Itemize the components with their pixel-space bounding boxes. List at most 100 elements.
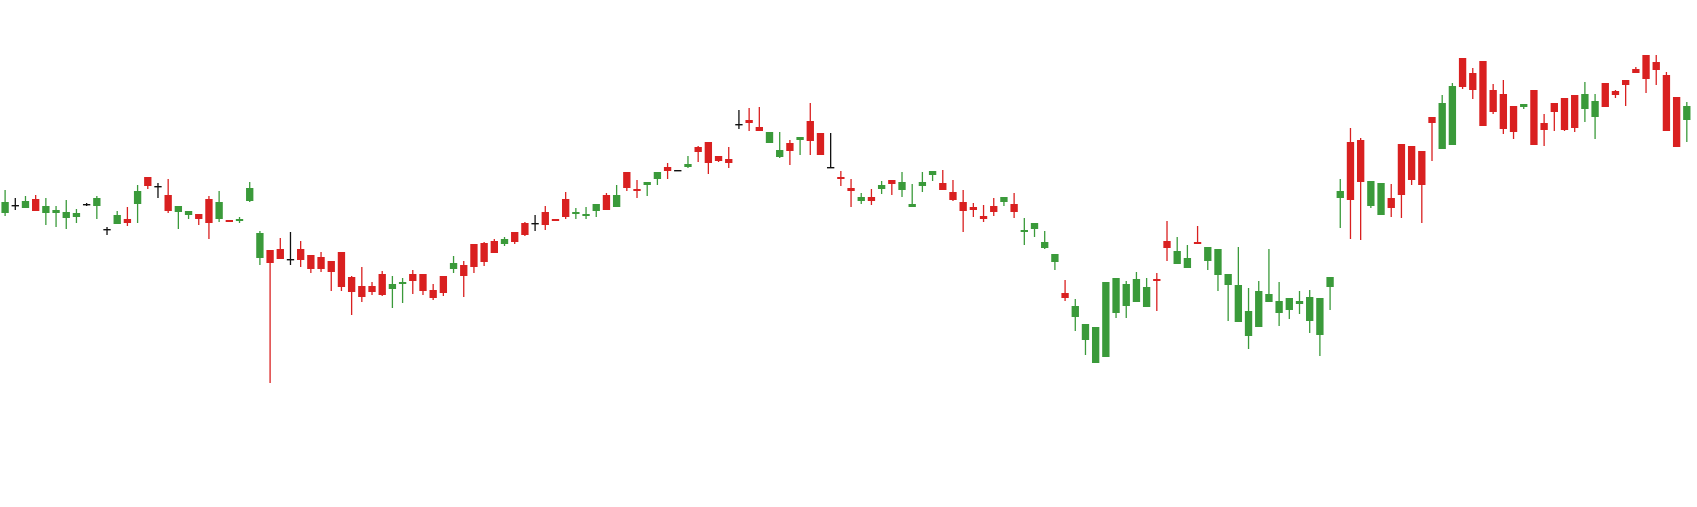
candle — [735, 110, 743, 129]
candle — [1530, 90, 1538, 145]
candle — [1122, 281, 1130, 318]
candle — [847, 179, 855, 207]
candle-body — [1255, 291, 1263, 327]
candle-body — [1030, 223, 1039, 229]
candle — [1356, 138, 1365, 240]
candle — [429, 284, 437, 300]
candle — [551, 219, 560, 221]
candle — [663, 163, 672, 179]
candle — [174, 206, 183, 229]
candle — [572, 208, 580, 219]
candle-body — [562, 199, 570, 217]
candle — [368, 282, 376, 295]
candle-body — [1336, 191, 1344, 198]
candle-body — [1285, 298, 1293, 310]
candle-body — [1397, 144, 1406, 195]
candle — [928, 171, 937, 181]
candle — [1265, 249, 1273, 302]
candle-body — [439, 276, 448, 293]
candle — [1346, 128, 1355, 239]
candle-body — [480, 243, 488, 262]
candle — [103, 227, 111, 235]
candle — [1540, 114, 1548, 146]
candle-body — [888, 180, 896, 184]
candle — [32, 195, 40, 211]
candle — [826, 133, 835, 169]
candle — [1509, 106, 1518, 139]
candle-body — [276, 249, 284, 259]
candle-body — [1041, 242, 1049, 248]
candle-body — [1224, 274, 1232, 285]
candle-body — [979, 216, 988, 219]
candle-body — [541, 212, 549, 225]
candle-body — [939, 183, 947, 190]
candle — [725, 147, 733, 168]
candle-body — [1611, 91, 1620, 95]
candle — [888, 180, 896, 195]
candle-body — [898, 182, 906, 190]
candle — [215, 191, 223, 222]
candle-body — [500, 239, 509, 244]
candle — [398, 278, 407, 303]
candle-body — [1132, 279, 1141, 302]
candle-body — [1316, 298, 1324, 335]
candle-body — [908, 204, 916, 207]
candle — [256, 231, 264, 265]
candle — [612, 185, 621, 207]
candle — [643, 182, 651, 196]
candle-body — [93, 198, 101, 206]
candle-body — [623, 172, 631, 188]
candle-body — [745, 120, 753, 123]
candle-body — [1520, 104, 1528, 107]
candle-series — [1, 55, 1691, 383]
candle-body — [572, 212, 580, 214]
candle-body — [806, 121, 814, 141]
candle — [195, 214, 203, 225]
candle-body — [409, 274, 417, 281]
candle — [857, 193, 865, 204]
candle — [123, 207, 132, 226]
candle-body — [1407, 146, 1416, 180]
candle-body — [847, 188, 855, 191]
candle — [1672, 97, 1681, 147]
candle — [959, 190, 967, 232]
candle — [337, 252, 346, 291]
candle — [949, 180, 957, 201]
candle-body — [1020, 230, 1028, 232]
candle-body — [1214, 249, 1222, 275]
candle — [1642, 55, 1650, 93]
candle-body — [144, 177, 152, 186]
candle — [1611, 90, 1620, 98]
candle-body — [1265, 294, 1273, 302]
candle-body — [235, 219, 244, 221]
candle — [867, 189, 876, 205]
candle — [684, 156, 692, 168]
candle — [1550, 103, 1558, 131]
candle — [1377, 183, 1385, 215]
candle-body — [347, 277, 356, 292]
candle — [1581, 82, 1589, 122]
candle — [225, 220, 233, 222]
candle — [602, 193, 611, 210]
candle — [990, 198, 998, 216]
candle-body — [398, 282, 407, 284]
candle-body — [419, 274, 427, 291]
candle-body — [327, 261, 335, 272]
candle — [1397, 144, 1406, 218]
candle — [1081, 324, 1090, 355]
candle — [786, 140, 794, 165]
candle — [358, 267, 366, 302]
candle — [388, 276, 397, 308]
candle-body — [1469, 73, 1477, 90]
candle-body — [1, 202, 9, 213]
candle — [439, 276, 448, 296]
candle-body — [1683, 106, 1691, 120]
candle — [1632, 67, 1640, 73]
candle — [837, 171, 845, 186]
candle — [419, 274, 427, 295]
candle-body — [337, 252, 346, 287]
candle-body — [826, 167, 835, 169]
candle — [1091, 327, 1100, 363]
candle — [1051, 254, 1059, 270]
candle — [1326, 277, 1334, 310]
